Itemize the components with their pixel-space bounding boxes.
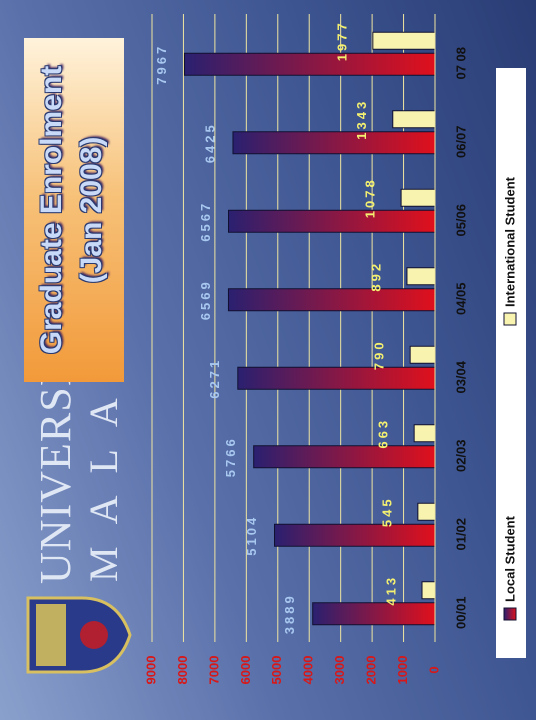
y-tick-label: 1000 (395, 656, 410, 685)
x-tick-label: 05/06 (453, 204, 468, 237)
value-label: 892 (368, 261, 383, 292)
bar (183, 52, 436, 76)
value-label: 663 (376, 418, 391, 449)
x-tick-label: 04/05 (453, 282, 468, 315)
bar (421, 581, 436, 600)
bar (413, 424, 436, 443)
y-tick-label: 0 (426, 666, 441, 673)
value-label: 5104 (244, 515, 259, 556)
y-tick-label: 8000 (175, 656, 190, 685)
bar (417, 502, 436, 521)
bar (228, 209, 436, 233)
x-tick-label: 07 08 (453, 47, 468, 80)
value-label: 413 (383, 575, 398, 606)
value-label: 7967 (154, 44, 169, 85)
value-label: 6271 (207, 358, 222, 399)
legend-label: International Student (502, 176, 517, 307)
value-label: 545 (379, 496, 394, 527)
y-tick-label: 6000 (238, 656, 253, 685)
bar (406, 267, 436, 286)
bar (237, 366, 436, 390)
crest (26, 596, 132, 674)
bar (312, 602, 436, 626)
value-label: 6567 (198, 201, 213, 242)
value-label: 6425 (202, 122, 217, 163)
x-tick-label: 03/04 (453, 360, 468, 393)
value-label: 3889 (282, 593, 297, 634)
x-tick-label: 02/03 (453, 439, 468, 472)
legend-label: Local Student (502, 515, 517, 602)
legend-swatch (503, 312, 517, 326)
bar (409, 345, 436, 364)
x-tick-label: 01/02 (453, 518, 468, 551)
value-label: 1343 (354, 99, 369, 140)
bar (227, 288, 436, 312)
bar (253, 445, 436, 469)
bar (400, 188, 436, 207)
value-label: 1977 (334, 20, 349, 61)
y-tick-label: 3000 (332, 656, 347, 685)
bar (274, 523, 436, 547)
x-tick-label: 06/07 (453, 125, 468, 158)
value-label: 1078 (363, 177, 378, 218)
y-tick-label: 2000 (364, 656, 379, 685)
legend-swatch (503, 607, 517, 621)
y-tick-label: 9000 (143, 656, 158, 685)
bar (372, 31, 436, 50)
y-tick-label: 4000 (301, 656, 316, 685)
logo: UNIVERSITI MALAYA (22, 283, 140, 680)
bar (232, 131, 436, 155)
x-tick-label: 00/01 (453, 596, 468, 629)
bar (392, 110, 436, 129)
y-tick-label: 7000 (206, 656, 221, 685)
value-label: 5766 (223, 436, 238, 477)
value-label: 6569 (198, 279, 213, 320)
y-tick-label: 5000 (269, 656, 284, 685)
value-label: 790 (372, 339, 387, 370)
